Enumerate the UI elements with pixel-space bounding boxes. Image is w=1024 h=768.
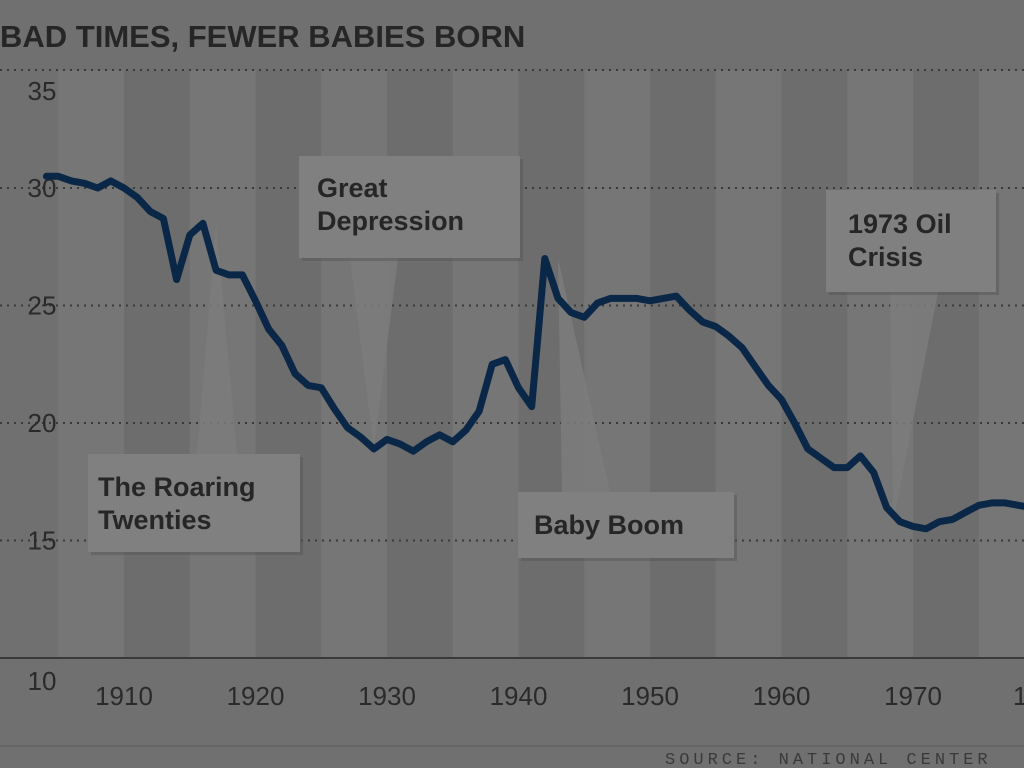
annotation-label: Baby Boom <box>534 510 684 540</box>
x-tick-label: 1940 <box>490 681 548 711</box>
series-line <box>42 172 1024 533</box>
x-tick-label: 1960 <box>753 681 811 711</box>
annotation-box <box>88 454 300 552</box>
plot-background <box>58 70 1024 658</box>
y-tick-label: 10 <box>28 666 57 696</box>
annotation-label: 1973 Oil <box>848 209 952 239</box>
annotation-pointers <box>197 223 938 522</box>
chart-title: BAD TIMES, FEWER BABIES BORN <box>0 19 525 54</box>
y-tick-label: 15 <box>28 526 57 556</box>
x-tick-label: 1950 <box>621 681 679 711</box>
annotation-pointer <box>890 292 938 522</box>
annotation-label: Great <box>317 173 388 203</box>
source-note: SOURCE: NATIONAL CENTER <box>665 751 992 768</box>
annotation-label: Twenties <box>98 505 212 535</box>
annotation-label: The Roaring <box>98 472 256 502</box>
annotation-label: Crisis <box>848 242 923 272</box>
annotation-label: Depression <box>317 206 464 236</box>
annotation-pointer <box>350 258 398 449</box>
plot-band <box>650 70 716 658</box>
plot-band <box>715 70 782 658</box>
x-tick-label: 1930 <box>358 681 416 711</box>
annotation-box <box>826 190 996 292</box>
plot-band <box>58 70 124 658</box>
plot-band <box>124 70 190 658</box>
plot-band <box>978 70 1024 658</box>
y-tick-label: 20 <box>28 408 57 438</box>
x-tick-label: 1910 <box>95 681 153 711</box>
x-tick-label: 1970 <box>884 681 942 711</box>
y-tick-label: 25 <box>28 291 57 321</box>
annotation-pointer <box>197 223 237 454</box>
plot-band <box>781 70 848 658</box>
y-tick-label: 35 <box>28 76 57 106</box>
annotation-pointer <box>557 258 610 492</box>
x-axis-ticks: 1910 1920 1930 1940 1950 1960 1970 1 <box>95 681 1024 711</box>
plot-band <box>584 70 650 658</box>
x-tick-label: 1920 <box>227 681 285 711</box>
annotation-box <box>299 156 520 258</box>
annotation-box <box>518 492 734 558</box>
x-tick-label: 1 <box>1013 681 1024 711</box>
